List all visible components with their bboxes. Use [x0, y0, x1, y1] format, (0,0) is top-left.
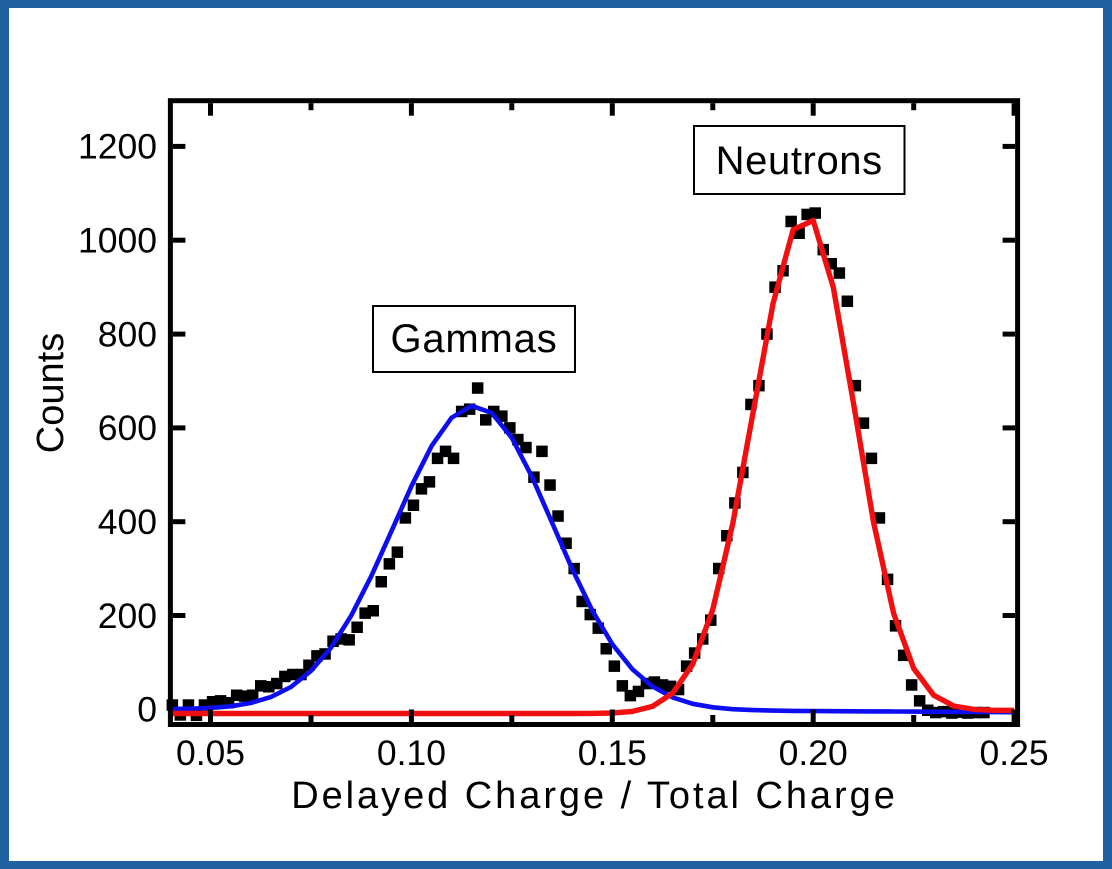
svg-text:1000: 1000: [78, 221, 157, 261]
svg-text:Counts: Counts: [30, 333, 72, 453]
svg-text:0.10: 0.10: [377, 733, 446, 773]
svg-text:0.15: 0.15: [578, 733, 647, 773]
svg-text:400: 400: [98, 502, 157, 542]
svg-text:0.25: 0.25: [980, 733, 1049, 773]
svg-text:0.05: 0.05: [176, 733, 245, 773]
svg-text:Delayed Charge / Total Charge: Delayed Charge / Total Charge: [291, 775, 898, 817]
svg-text:Gammas: Gammas: [390, 317, 557, 361]
svg-text:Neutrons: Neutrons: [716, 139, 883, 183]
svg-text:1200: 1200: [78, 127, 157, 167]
svg-text:0: 0: [137, 690, 157, 730]
svg-text:200: 200: [98, 596, 157, 636]
svg-text:600: 600: [98, 408, 157, 448]
svg-text:0.20: 0.20: [779, 733, 848, 773]
svg-text:800: 800: [98, 314, 157, 354]
